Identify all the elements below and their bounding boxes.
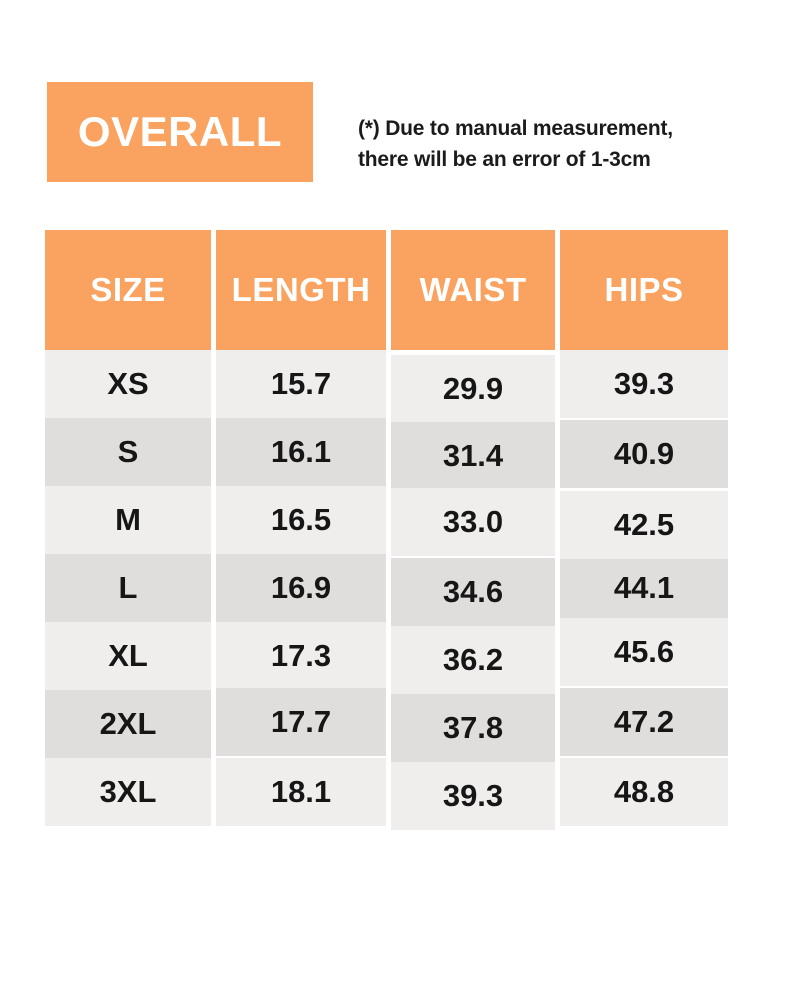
- cell-length: 16.1: [216, 418, 386, 486]
- cell-size: S: [45, 418, 211, 486]
- table-row: S 16.1 31.4 40.9: [45, 418, 728, 490]
- cell-waist: 29.9: [391, 355, 555, 423]
- measurement-note-line1: (*) Due to manual measurement,: [358, 117, 673, 140]
- overall-badge: OVERALL: [47, 82, 313, 182]
- cell-waist: 34.6: [391, 558, 555, 626]
- cell-length: 16.5: [216, 486, 386, 554]
- cell-hips: 47.2: [560, 688, 728, 756]
- cell-waist: 31.4: [391, 422, 555, 490]
- table-row: XL 17.3 36.2 45.6: [45, 618, 728, 694]
- header-cell-size: SIZE: [45, 230, 211, 350]
- cell-length: 17.3: [216, 622, 386, 690]
- cell-waist: 39.3: [391, 762, 555, 830]
- cell-waist: 33.0: [391, 488, 555, 556]
- cell-length: 18.1: [216, 758, 386, 826]
- cell-hips: 42.5: [560, 491, 728, 559]
- page-title: OVERALL: [77, 108, 283, 155]
- header-cell-waist: WAIST: [391, 230, 555, 350]
- table-row: 3XL 18.1 39.3 48.8: [45, 758, 728, 830]
- cell-size: 3XL: [45, 758, 211, 826]
- size-table: SIZE LENGTH WAIST HIPS XS 15.7 29.9 39.3…: [45, 230, 728, 830]
- cell-waist: 37.8: [391, 694, 555, 762]
- cell-hips: 39.3: [560, 350, 728, 418]
- table-row: XS 15.7 29.9 39.3: [45, 350, 728, 423]
- measurement-note-line2: there will be an error of 1-3cm: [358, 148, 651, 171]
- header-cell-hips: HIPS: [560, 230, 728, 350]
- cell-size: XL: [45, 622, 211, 690]
- cell-size: M: [45, 486, 211, 554]
- table-row: 2XL 17.7 37.8 47.2: [45, 688, 728, 762]
- table-row: L 16.9 34.6 44.1: [45, 554, 728, 626]
- measurement-note: (*) Due to manual measurement, there wil…: [358, 113, 673, 175]
- cell-size: XS: [45, 350, 211, 418]
- cell-length: 16.9: [216, 554, 386, 622]
- cell-hips: 48.8: [560, 758, 728, 826]
- table-row: M 16.5 33.0 42.5: [45, 486, 728, 559]
- table-header-row: SIZE LENGTH WAIST HIPS: [45, 230, 728, 350]
- cell-waist: 36.2: [391, 626, 555, 694]
- header-cell-length: LENGTH: [216, 230, 386, 350]
- cell-hips: 40.9: [560, 420, 728, 488]
- cell-hips: 45.6: [560, 618, 728, 686]
- cell-size: 2XL: [45, 690, 211, 758]
- cell-length: 15.7: [216, 350, 386, 418]
- cell-size: L: [45, 554, 211, 622]
- cell-hips: 44.1: [560, 554, 728, 622]
- cell-length: 17.7: [216, 688, 386, 756]
